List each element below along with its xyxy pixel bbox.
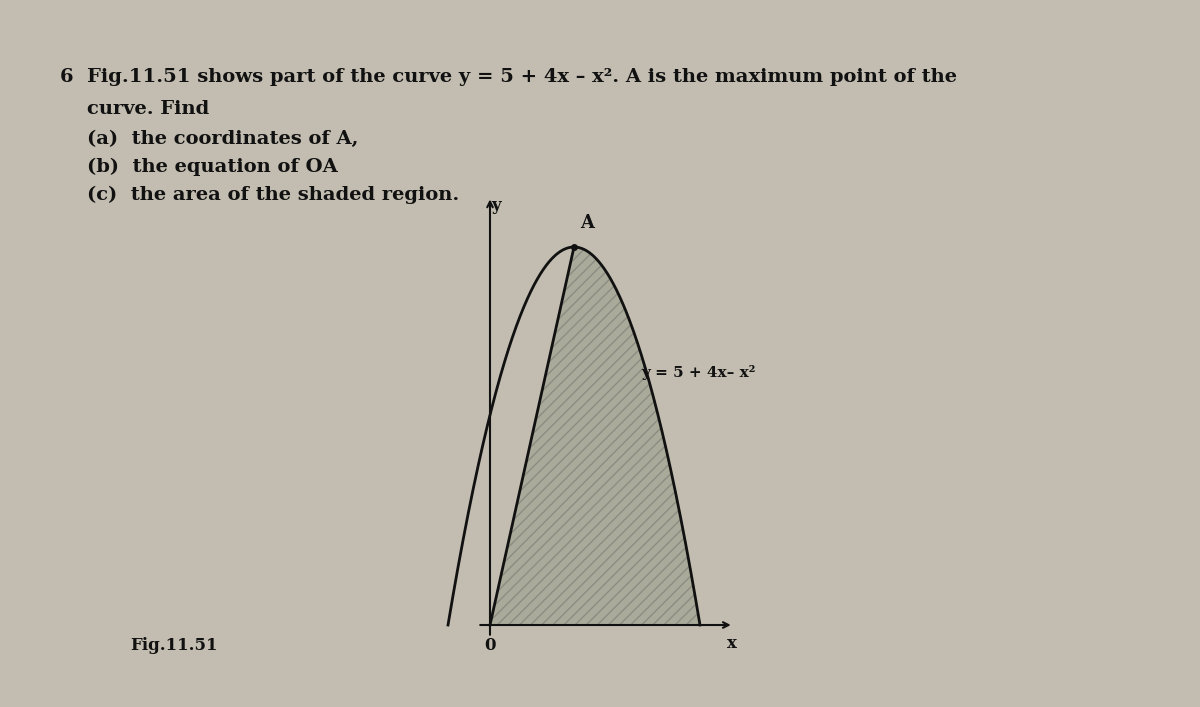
Text: y = 5 + 4x– x²: y = 5 + 4x– x²: [641, 366, 756, 380]
Text: A: A: [581, 214, 594, 233]
Text: (c)  the area of the shaded region.: (c) the area of the shaded region.: [60, 186, 460, 204]
Text: Fig.11.51: Fig.11.51: [130, 636, 217, 653]
Text: (b)  the equation of OA: (b) the equation of OA: [60, 158, 337, 176]
Text: 0: 0: [485, 638, 496, 655]
Text: x: x: [726, 636, 737, 653]
Text: 6  Fig.11.51 shows part of the curve y = 5 + 4x – x². A is the maximum point of : 6 Fig.11.51 shows part of the curve y = …: [60, 68, 958, 86]
Text: y: y: [492, 197, 502, 214]
Text: (a)  the coordinates of A,: (a) the coordinates of A,: [60, 130, 359, 148]
Polygon shape: [490, 247, 700, 625]
Text: curve. Find: curve. Find: [60, 100, 209, 118]
